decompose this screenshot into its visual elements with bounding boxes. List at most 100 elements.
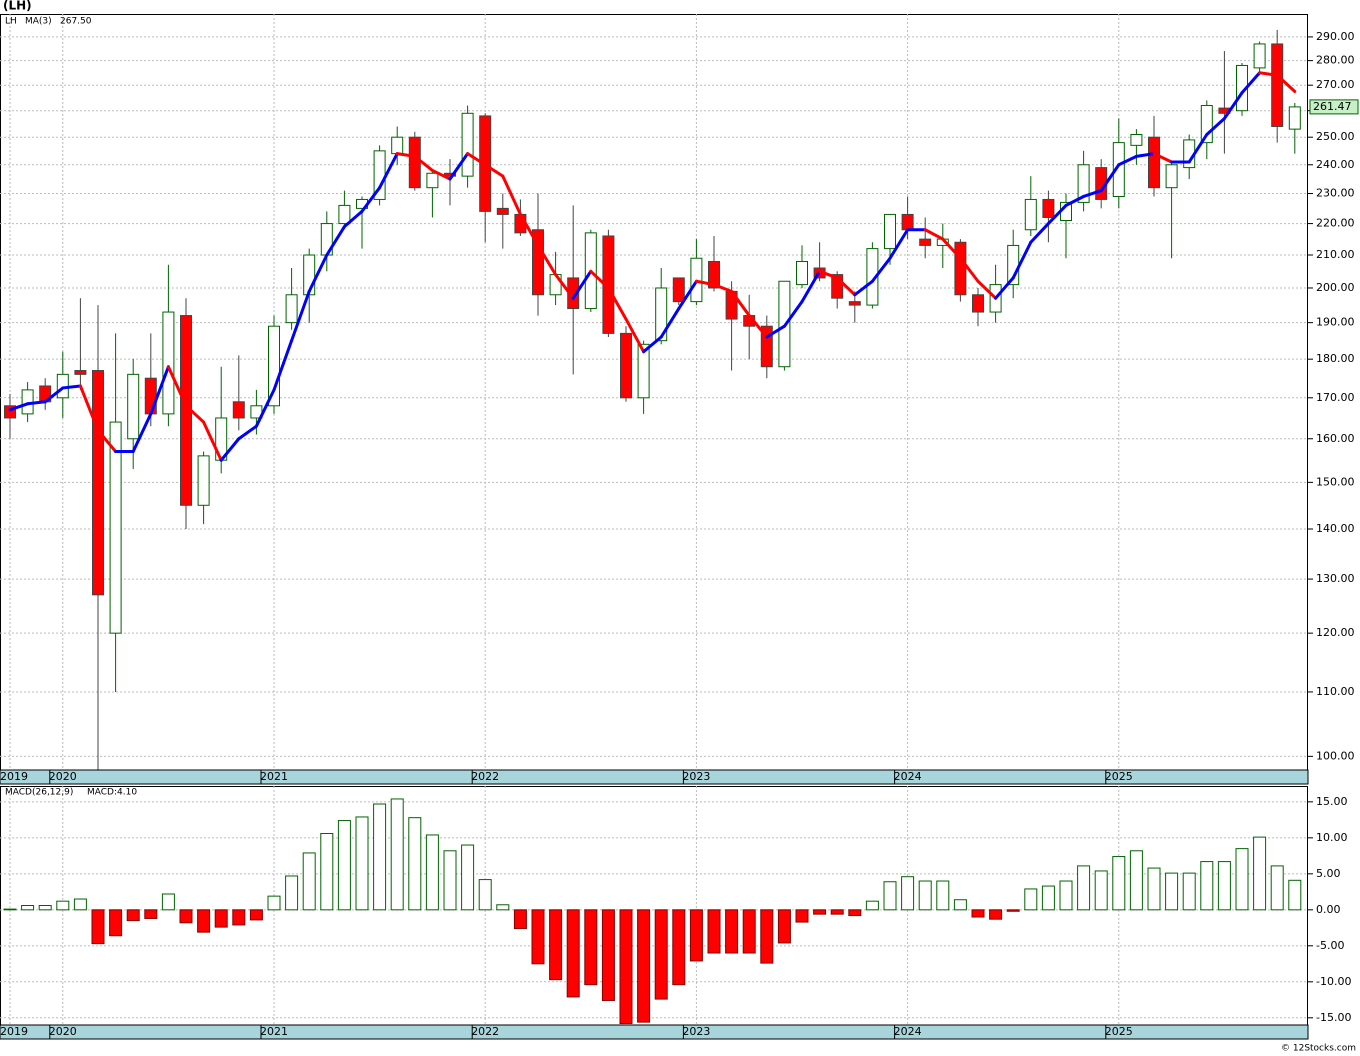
macd-bar — [795, 909, 809, 923]
candle-body — [1271, 43, 1284, 127]
ma-segment — [694, 279, 716, 287]
ma-segment — [1258, 71, 1279, 77]
y-tick-label: 100.00 — [1316, 749, 1355, 762]
ma-segment — [941, 237, 962, 260]
y-tick-label: 280.00 — [1316, 54, 1355, 67]
x-tick-label: 2024 — [894, 770, 922, 783]
macd-bar — [760, 909, 774, 964]
ma-segment — [149, 365, 170, 416]
y-tick-label: 160.00 — [1316, 432, 1355, 445]
ma-segment — [958, 256, 980, 283]
macd-bar — [408, 817, 422, 911]
candle-body — [4, 405, 16, 419]
candle-body — [197, 455, 210, 506]
ma-segment — [765, 324, 786, 339]
macd-bar — [285, 875, 299, 911]
ma-segment — [624, 317, 646, 354]
y-tick-label: 250.00 — [1316, 130, 1355, 143]
ma-segment — [430, 168, 452, 181]
x-tick-label: 2020 — [49, 1025, 77, 1038]
y-tick-label: 110.00 — [1316, 685, 1355, 698]
ma-segment — [448, 152, 470, 181]
y-tick-label: 190.00 — [1316, 316, 1355, 329]
legend-ma: MA(3) — [25, 17, 52, 27]
y-tick-label: 120.00 — [1316, 626, 1355, 639]
ma-segment — [1011, 240, 1033, 280]
candle-body — [162, 311, 175, 415]
macd-bar — [1094, 870, 1108, 911]
ma-segment — [1064, 194, 1086, 207]
ma-segment — [518, 212, 540, 247]
candle-body — [338, 204, 351, 225]
ma-segment — [589, 269, 610, 290]
macd-bar — [443, 850, 457, 911]
macd-bar — [56, 900, 70, 911]
candle-body — [1165, 164, 1178, 189]
y-tick-label: 140.00 — [1316, 522, 1355, 535]
macd-bar — [672, 909, 686, 986]
y-tick-label: -10.00 — [1316, 975, 1351, 988]
macd-bar — [214, 909, 228, 928]
ma-segment — [606, 286, 628, 321]
macd-bar — [654, 909, 668, 1000]
macd-bar — [161, 893, 175, 911]
macd-bar — [936, 880, 950, 911]
candle-body — [1253, 43, 1266, 69]
macd-bar — [1077, 865, 1091, 911]
ma-segment — [1275, 73, 1297, 93]
candle-body — [1112, 142, 1125, 197]
ma-segment — [325, 225, 346, 257]
last-price-box — [1309, 99, 1359, 115]
macd-bar — [144, 909, 158, 919]
legend-macd-value: MACD:4.10 — [87, 788, 137, 798]
macd-bar — [549, 909, 563, 981]
macd-bar — [883, 881, 897, 911]
candle-body — [831, 274, 844, 299]
candle-body — [1024, 198, 1037, 231]
y-tick-label: -5.00 — [1316, 939, 1344, 952]
macd-bar — [918, 880, 932, 911]
footer: © 12Stocks.com — [1281, 1044, 1356, 1054]
last-price-label: 261.47 — [1313, 100, 1352, 113]
ma-segment — [131, 412, 153, 454]
macd-bar — [38, 905, 52, 911]
macd-bar — [1235, 848, 1249, 911]
ma-segment — [1029, 222, 1050, 244]
macd-bar — [109, 909, 123, 937]
candle-body — [655, 287, 668, 342]
macd-bar — [373, 803, 387, 911]
legend-ma-value: 267.50 — [60, 17, 92, 27]
ma-segment — [96, 428, 118, 454]
y-tick-label: 290.00 — [1316, 30, 1355, 43]
macd-bar — [601, 909, 615, 1002]
ma-segment — [835, 276, 857, 297]
macd-bar — [689, 909, 703, 962]
ma-segment — [571, 269, 593, 300]
macd-bar — [725, 909, 739, 954]
candle-body — [1200, 105, 1213, 144]
chart-title: (LH) — [3, 0, 32, 13]
candle-body — [109, 421, 122, 634]
date-band — [0, 769, 1309, 785]
ma-segment — [184, 404, 206, 424]
macd-bar — [73, 898, 87, 911]
x-tick-label: 2024 — [894, 1025, 922, 1038]
candle-body — [1130, 133, 1143, 146]
macd-bar — [1288, 879, 1302, 911]
ma-segment — [8, 402, 30, 412]
candle-body — [708, 260, 720, 289]
candle-body — [391, 136, 404, 155]
ma-segment — [782, 300, 804, 328]
y-tick-label: 220.00 — [1316, 217, 1355, 230]
macd-bar — [901, 876, 915, 911]
y-tick-label: 0.00 — [1316, 903, 1341, 916]
candle-body — [796, 260, 808, 286]
x-tick-label: 2025 — [1105, 1025, 1133, 1038]
date-band — [0, 1024, 1309, 1040]
candle-body — [884, 213, 896, 250]
candle-body — [461, 112, 474, 177]
macd-bar — [1006, 909, 1020, 912]
macd-bar — [3, 908, 17, 911]
macd-bar — [496, 904, 510, 911]
x-tick-label: 2022 — [471, 770, 499, 783]
